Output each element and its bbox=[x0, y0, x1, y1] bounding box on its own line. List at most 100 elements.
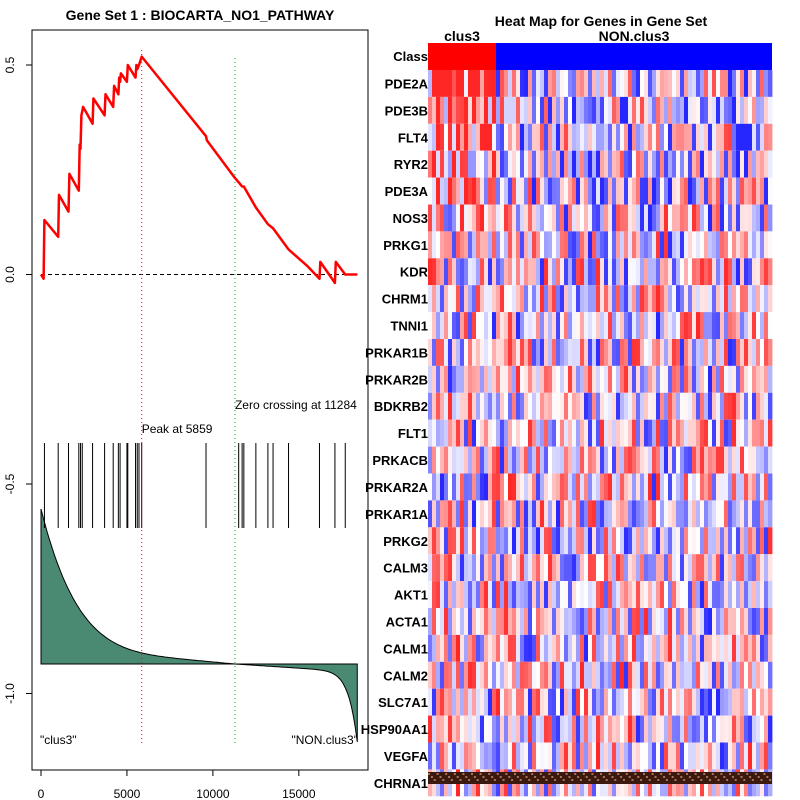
heatmap-cell bbox=[576, 688, 581, 716]
heatmap-cell bbox=[676, 339, 681, 366]
heatmap-cell bbox=[436, 365, 441, 393]
heatmap-cell bbox=[468, 581, 473, 608]
enrichment-plot-title: Gene Set 1 : BIOCARTA_NO1_PATHWAY bbox=[66, 7, 335, 23]
heatmap-cell bbox=[476, 70, 481, 97]
heatmap-cell bbox=[520, 608, 525, 635]
heatmap-cell bbox=[724, 661, 729, 689]
heatmap-cell bbox=[500, 688, 505, 716]
bottom-strip-mark bbox=[697, 776, 700, 778]
heatmap-cell bbox=[736, 285, 741, 313]
heatmap-cell bbox=[732, 419, 737, 447]
heatmap-cell bbox=[628, 742, 633, 770]
heatmap-cell bbox=[624, 231, 629, 259]
heatmap-cell bbox=[728, 688, 733, 716]
heatmap-cell bbox=[716, 634, 721, 662]
heatmap-cell bbox=[476, 473, 481, 501]
heatmap-cell bbox=[564, 204, 569, 232]
heatmap-cell bbox=[612, 312, 617, 339]
heatmap-cell bbox=[476, 527, 481, 555]
heatmap-cell bbox=[636, 285, 641, 313]
heatmap-cell bbox=[436, 473, 441, 501]
heatmap-cell bbox=[656, 70, 661, 97]
heatmap-cell bbox=[664, 527, 669, 555]
heatmap-cell bbox=[692, 312, 697, 339]
heatmap-cell bbox=[436, 70, 441, 97]
heatmap-cell bbox=[436, 419, 441, 447]
heatmap-cell bbox=[692, 446, 697, 474]
heatmap-cell bbox=[760, 661, 765, 689]
heatmap-cell bbox=[460, 500, 465, 528]
heatmap-cell bbox=[728, 365, 733, 393]
heatmap-cell bbox=[760, 634, 765, 662]
bottom-strip-mark bbox=[648, 779, 651, 781]
heatmap-cell bbox=[452, 96, 457, 124]
heatmap-cell bbox=[524, 473, 529, 501]
heatmap-cell bbox=[608, 634, 613, 662]
heatmap-cell bbox=[448, 715, 453, 743]
heatmap-cell bbox=[740, 500, 745, 528]
heatmap-cell bbox=[428, 527, 433, 555]
heatmap-cell bbox=[464, 96, 469, 124]
heatmap-cell bbox=[580, 554, 585, 582]
heatmap-cell bbox=[688, 258, 693, 286]
heatmap-cell bbox=[548, 446, 553, 474]
heatmap-cell bbox=[728, 392, 733, 420]
heatmap-cell bbox=[520, 285, 525, 313]
heatmap-cell bbox=[712, 554, 717, 582]
heatmap-cell bbox=[552, 446, 557, 474]
class-row-label: Class bbox=[393, 49, 428, 64]
heatmap-cell bbox=[656, 581, 661, 608]
heatmap-cell bbox=[508, 473, 513, 501]
heatmap-cell bbox=[740, 581, 745, 608]
heatmap-cell bbox=[724, 365, 729, 393]
heatmap-cell bbox=[436, 392, 441, 420]
heatmap-cell bbox=[444, 392, 449, 420]
heatmap-cell bbox=[672, 715, 677, 743]
heatmap-cell bbox=[508, 527, 513, 555]
heatmap-cell bbox=[632, 661, 637, 689]
heatmap-cell bbox=[712, 96, 717, 124]
heatmap-cell bbox=[640, 312, 645, 339]
heatmap-cell bbox=[520, 365, 525, 393]
heatmap-cell bbox=[588, 392, 593, 420]
heatmap-cell bbox=[648, 581, 653, 608]
heatmap-cell bbox=[628, 392, 633, 420]
heatmap-cell bbox=[520, 70, 525, 97]
heatmap-cell bbox=[580, 70, 585, 97]
heatmap-cell bbox=[720, 258, 725, 286]
bottom-strip-mark bbox=[439, 776, 442, 778]
heatmap-cell bbox=[464, 150, 469, 178]
heatmap-cell bbox=[596, 500, 601, 528]
bottom-strip-mark bbox=[476, 779, 479, 781]
heatmap-cell bbox=[600, 177, 605, 205]
heatmap-cell bbox=[764, 70, 769, 97]
heatmap-cell bbox=[608, 661, 613, 689]
heatmap-cell bbox=[600, 392, 605, 420]
bottom-strip-mark bbox=[542, 776, 545, 778]
heatmap-cell bbox=[704, 715, 709, 743]
heatmap-cell bbox=[536, 608, 541, 635]
heatmap-cell bbox=[700, 742, 705, 770]
heatmap-cell bbox=[760, 231, 765, 259]
heatmap-cell bbox=[464, 177, 469, 205]
heatmap-cell bbox=[480, 70, 485, 97]
heatmap-cell bbox=[456, 742, 461, 770]
bottom-strip-mark bbox=[628, 776, 631, 778]
heatmap-cell bbox=[676, 96, 681, 124]
heatmap-cell bbox=[456, 661, 461, 689]
bottom-strip-mark bbox=[665, 779, 668, 781]
heatmap-cell bbox=[456, 634, 461, 662]
heatmap-cell bbox=[580, 715, 585, 743]
heatmap-cell bbox=[632, 96, 637, 124]
heatmap-cell bbox=[460, 742, 465, 770]
heatmap-cell bbox=[660, 608, 665, 635]
heatmap-cell bbox=[544, 419, 549, 447]
heatmap-cell bbox=[492, 661, 497, 689]
heatmap-cell bbox=[708, 581, 713, 608]
heatmap-cell bbox=[616, 661, 621, 689]
heatmap-cell bbox=[436, 634, 441, 662]
heatmap-cell bbox=[624, 608, 629, 635]
heatmap-cell bbox=[760, 715, 765, 743]
heatmap-cell bbox=[584, 177, 589, 205]
heatmap-cell bbox=[648, 365, 653, 393]
